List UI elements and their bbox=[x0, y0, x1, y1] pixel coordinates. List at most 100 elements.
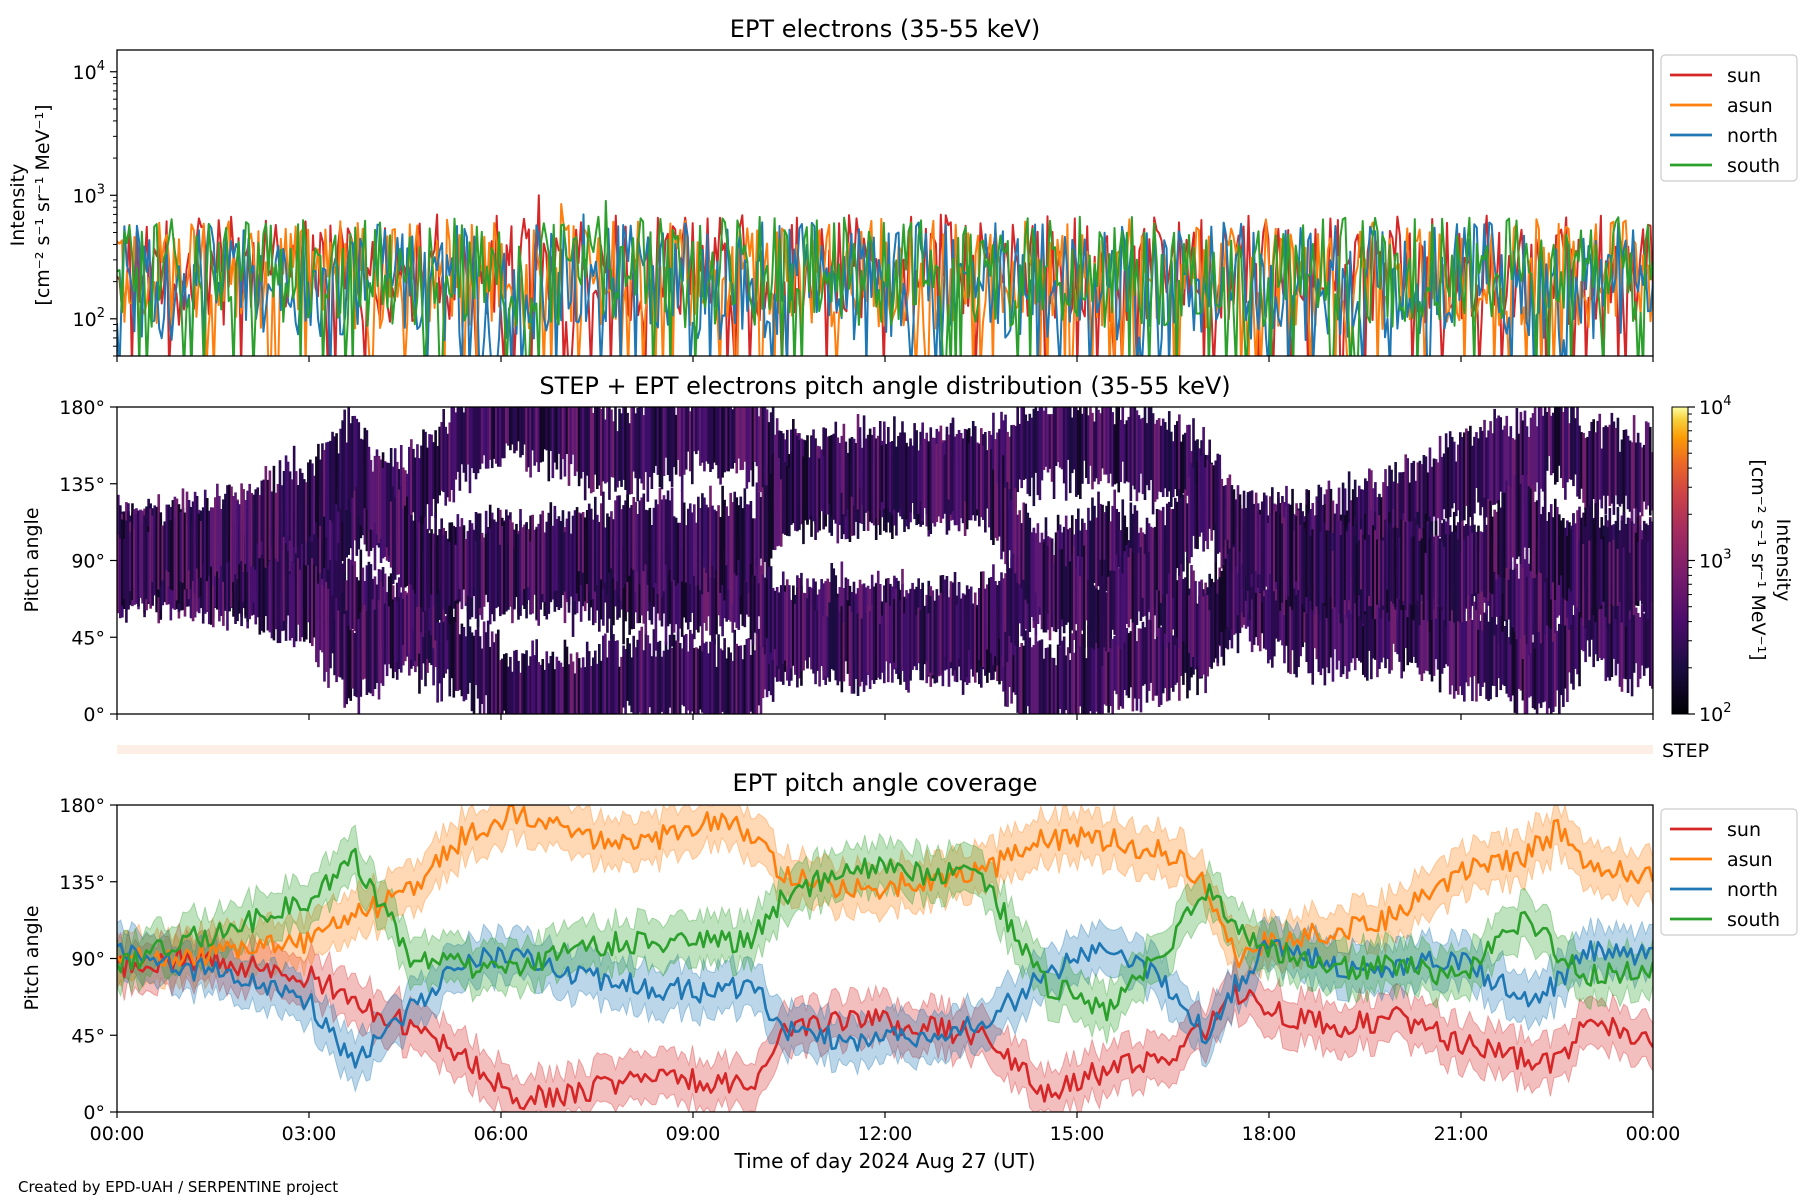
pad-cell bbox=[1372, 601, 1375, 659]
pad-cell bbox=[1608, 542, 1612, 624]
panel-coverage-title: EPT pitch angle coverage bbox=[733, 769, 1038, 797]
pad-cell bbox=[472, 407, 476, 473]
y-tick-label: 45° bbox=[71, 627, 105, 649]
pad-cell bbox=[620, 509, 623, 601]
pad-cell bbox=[1206, 459, 1209, 550]
pad-cell bbox=[565, 518, 569, 600]
pad-cell bbox=[1519, 546, 1523, 640]
pad-cell bbox=[682, 407, 686, 475]
pad-cell bbox=[1509, 487, 1513, 570]
pad-cell bbox=[329, 440, 332, 520]
pad-cell bbox=[1543, 489, 1547, 583]
pad-cell bbox=[325, 442, 328, 538]
pad-cell bbox=[1469, 605, 1472, 678]
pad-cell bbox=[1440, 456, 1444, 521]
pad-cell bbox=[901, 421, 904, 520]
pad-cell bbox=[343, 409, 346, 505]
pad-cell bbox=[579, 667, 583, 714]
pad-cell bbox=[697, 570, 700, 633]
pad-cell bbox=[1171, 569, 1175, 630]
pad-cell bbox=[1321, 591, 1325, 669]
pad-cell bbox=[1499, 600, 1503, 691]
pad-cell bbox=[494, 633, 498, 714]
pad-cell bbox=[482, 407, 486, 456]
pad-cell bbox=[1046, 647, 1050, 714]
pad-cell bbox=[1622, 600, 1626, 679]
pad-cell bbox=[755, 628, 759, 714]
pad-cell bbox=[260, 554, 264, 631]
pad-cell bbox=[1248, 491, 1252, 588]
pad-cell bbox=[1531, 413, 1535, 492]
pad-cell bbox=[268, 470, 272, 561]
pad-cell bbox=[832, 433, 836, 520]
pad-cell bbox=[743, 553, 747, 628]
pad-cell bbox=[1574, 418, 1577, 475]
pad-cell bbox=[796, 435, 799, 532]
pad-cell bbox=[1085, 562, 1088, 621]
pad-cell bbox=[420, 599, 423, 680]
pad-cell bbox=[1250, 490, 1254, 574]
pad-cell bbox=[733, 407, 737, 463]
pad-cell bbox=[858, 614, 862, 687]
pad-cell bbox=[1448, 431, 1452, 517]
pad-cell bbox=[1139, 628, 1143, 713]
pad-cell bbox=[666, 490, 670, 575]
pad-cell bbox=[701, 640, 704, 713]
pad-cell bbox=[1335, 524, 1339, 617]
pad-cell bbox=[1327, 480, 1331, 577]
pad-cell bbox=[175, 498, 179, 601]
pad-cell bbox=[1024, 630, 1028, 714]
pad-cell bbox=[941, 575, 945, 671]
pad-cell bbox=[838, 611, 842, 682]
pad-cell bbox=[733, 629, 737, 714]
pad-cell bbox=[1578, 595, 1581, 687]
pad-cell bbox=[1111, 412, 1114, 487]
pad-cell bbox=[1339, 535, 1343, 624]
pad-cell bbox=[1266, 523, 1270, 590]
pad-cell bbox=[757, 628, 761, 706]
pad-cell bbox=[652, 629, 656, 714]
pad-cell bbox=[1545, 412, 1549, 471]
pad-cell bbox=[1614, 575, 1618, 676]
pad-cell bbox=[693, 569, 696, 640]
pad-cell bbox=[1511, 438, 1515, 498]
pad-cell bbox=[848, 606, 852, 686]
pad-cell bbox=[1200, 455, 1203, 533]
pad-cell bbox=[725, 407, 728, 472]
pad-cell bbox=[955, 434, 959, 516]
pad-cell bbox=[737, 505, 741, 561]
pad-cell bbox=[416, 444, 419, 541]
pad-cell bbox=[1361, 489, 1365, 563]
pad-cell bbox=[650, 567, 654, 625]
pad-cell bbox=[440, 605, 443, 702]
pad-cell bbox=[551, 407, 555, 479]
pad-cell bbox=[1384, 469, 1387, 561]
pad-cell bbox=[1087, 579, 1090, 648]
pad-cell bbox=[476, 619, 480, 699]
pad-cell bbox=[783, 591, 787, 661]
pad-cell bbox=[1093, 585, 1096, 650]
pad-cell bbox=[982, 571, 985, 667]
pad-cell bbox=[460, 518, 464, 610]
pad-cell bbox=[1161, 506, 1165, 596]
pad-cell bbox=[1479, 531, 1482, 592]
pad-cell bbox=[1062, 636, 1066, 714]
pad-cell bbox=[1523, 475, 1527, 548]
pad-cell bbox=[1117, 568, 1121, 647]
pad-cell bbox=[1479, 427, 1482, 516]
pad-cell bbox=[337, 453, 340, 512]
pad-cell bbox=[814, 610, 817, 685]
pad-cell bbox=[1115, 635, 1119, 695]
pad-cell bbox=[1060, 640, 1064, 714]
pad-cell bbox=[971, 421, 975, 508]
pad-cell bbox=[644, 630, 648, 714]
pad-cell bbox=[353, 482, 357, 541]
pad-cell bbox=[462, 526, 466, 590]
pad-cell bbox=[747, 504, 751, 593]
pad-cell bbox=[1640, 604, 1644, 666]
pad-cell bbox=[808, 457, 811, 520]
pad-cell bbox=[476, 407, 480, 474]
pad-cell bbox=[610, 409, 613, 478]
pad-cell bbox=[412, 570, 415, 631]
pad-cell bbox=[1521, 641, 1525, 701]
